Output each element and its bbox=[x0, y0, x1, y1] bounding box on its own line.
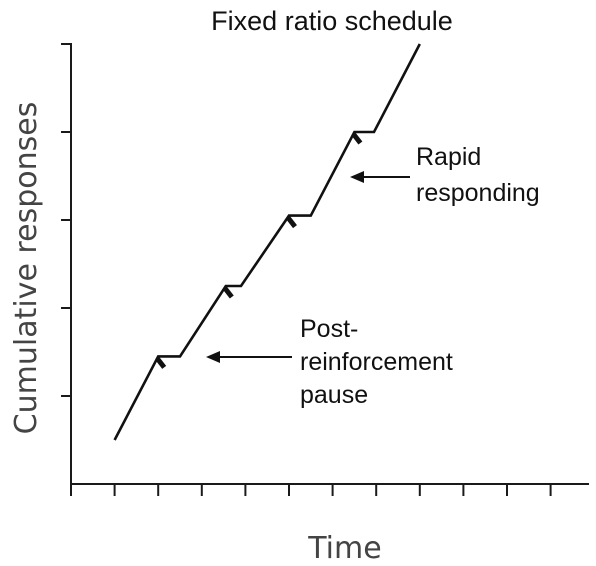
post-reinforcement-pause-annotation: Post- reinforcement pause bbox=[206, 315, 453, 409]
rapid-arrow bbox=[350, 171, 410, 183]
chart-title: Fixed ratio schedule bbox=[211, 6, 453, 36]
pause-label-line-3: pause bbox=[300, 381, 368, 409]
y-axis-label: Cumulative responses bbox=[9, 102, 44, 435]
rapid-label-line-2: responding bbox=[416, 179, 540, 207]
reinforcement-marks bbox=[155, 132, 363, 369]
pause-arrow-head-icon bbox=[206, 351, 220, 363]
axes bbox=[61, 43, 589, 496]
pause-label-line-2: reinforcement bbox=[300, 348, 453, 376]
rapid-arrow-head-icon bbox=[350, 171, 364, 183]
rapid-responding-annotation: Rapid responding bbox=[350, 143, 540, 207]
x-axis-ticks bbox=[70, 484, 552, 496]
reinforcement-mark bbox=[351, 132, 363, 145]
x-axis-label: Time bbox=[307, 531, 381, 566]
y-axis-ticks bbox=[61, 43, 71, 397]
reinforcement-mark bbox=[222, 286, 234, 299]
pause-label-line-1: Post- bbox=[300, 315, 358, 343]
pause-arrow bbox=[206, 351, 292, 363]
rapid-label-line-1: Rapid bbox=[416, 143, 481, 171]
reinforcement-mark bbox=[155, 356, 167, 369]
reinforcement-mark bbox=[286, 216, 297, 229]
cumulative-record-line bbox=[113, 43, 421, 441]
